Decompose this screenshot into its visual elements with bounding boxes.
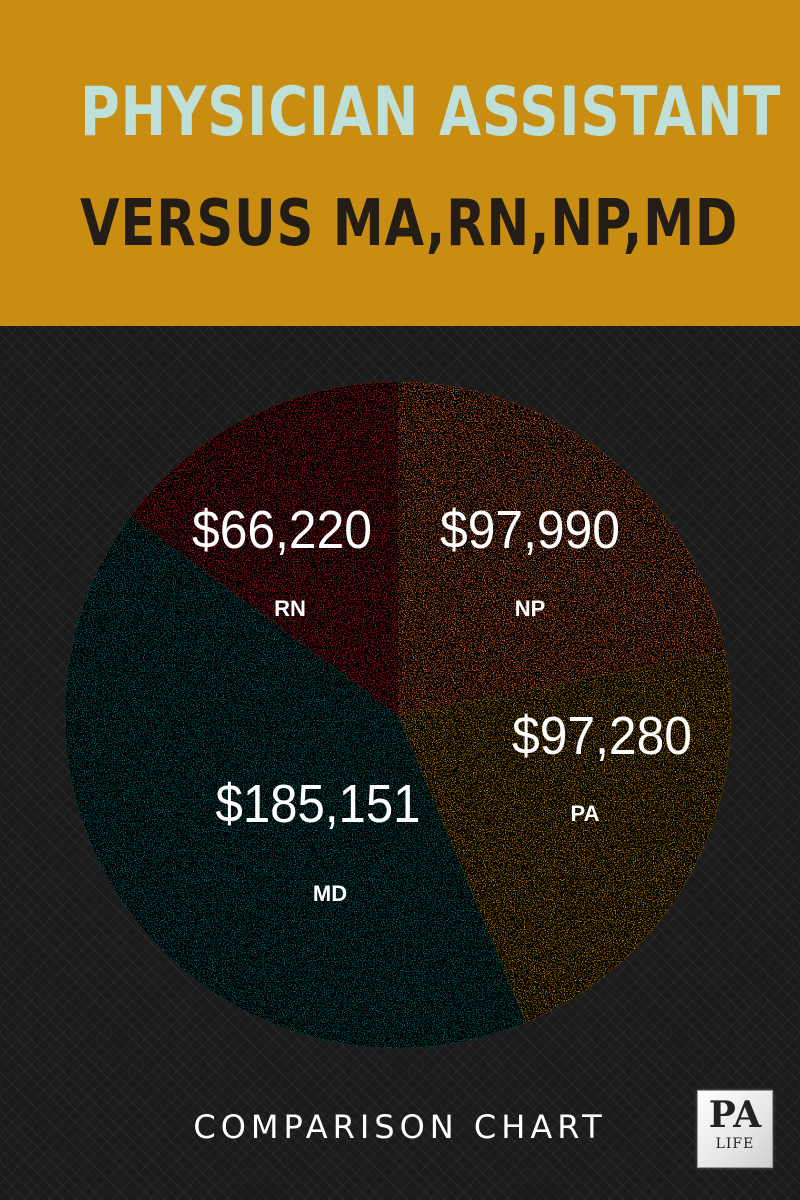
slice-label-md: MD xyxy=(313,881,347,906)
pa-life-logo: PA LIFE xyxy=(697,1090,773,1168)
slice-label-np: NP xyxy=(515,596,546,621)
header-banner: PHYSICIAN ASSISTANT VERSUS MA,RN,NP,MD xyxy=(0,0,800,326)
pie-slice-pa xyxy=(398,651,731,1023)
footer-title: COMPARISON CHART xyxy=(193,1108,607,1146)
pie-slice-md xyxy=(64,516,527,1049)
slice-label-rn: RN xyxy=(274,596,306,621)
title-line1: PHYSICIAN ASSISTANT xyxy=(80,73,782,152)
slice-value-pa: $97,280 xyxy=(512,706,692,766)
slice-value-md: $185,151 xyxy=(216,774,421,834)
chart-area: $97,990 NP $97,280 PA $185,151 MD $66,220 RN xyxy=(0,326,800,1200)
logo-life-text: LIFE xyxy=(715,1136,755,1152)
title-line2: VERSUS MA,RN,NP,MD xyxy=(80,187,739,261)
pie-chart: $97,990 NP $97,280 PA $185,151 MD $66,220 RN xyxy=(64,382,731,1049)
logo-pa-text: PA xyxy=(708,1094,762,1136)
pie-slice-rn xyxy=(130,382,398,715)
slice-label-pa: PA xyxy=(571,801,600,826)
slice-value-np: $97,990 xyxy=(440,500,620,560)
pie-slice-np xyxy=(398,382,725,715)
slice-value-rn: $66,220 xyxy=(192,500,372,560)
